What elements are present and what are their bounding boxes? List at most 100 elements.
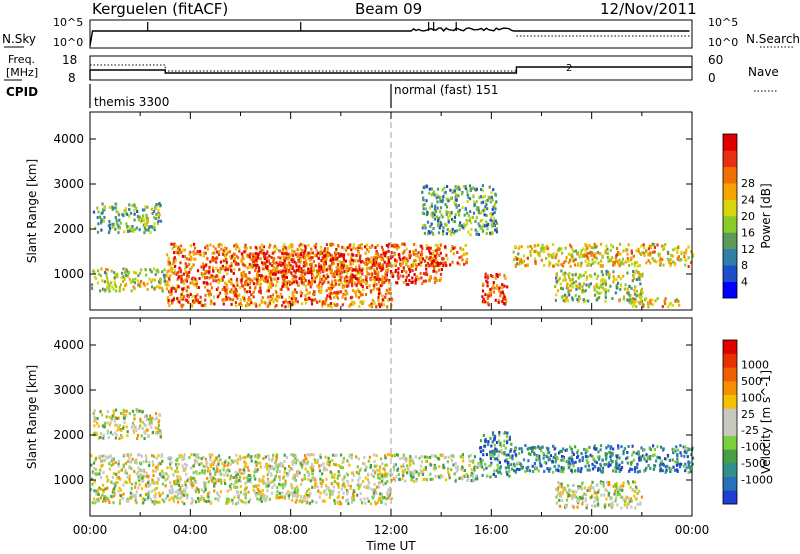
echo-cell: [410, 471, 413, 475]
echo-cell: [267, 260, 270, 264]
echo-cell: [168, 261, 172, 265]
echo-cell: [284, 482, 287, 486]
echo-cell: [306, 496, 309, 500]
echo-cell: [291, 460, 294, 464]
echo-cell: [319, 481, 322, 485]
echo-cell: [659, 263, 662, 267]
echo-cell: [497, 298, 500, 302]
echo-cell: [469, 210, 472, 214]
echo-cell: [119, 221, 122, 225]
echo-cell: [204, 276, 207, 280]
echo-cell: [498, 286, 501, 290]
echo-cell: [594, 245, 597, 249]
echo-cell: [479, 457, 482, 461]
echo-cell: [357, 487, 360, 491]
echo-cell: [549, 261, 552, 265]
echo-cell: [287, 472, 290, 475]
echo-cell: [339, 465, 342, 469]
echo-cell: [93, 270, 96, 274]
echo-cell: [334, 463, 337, 467]
echo-cell: [651, 303, 654, 307]
echo-cell: [100, 459, 103, 463]
echo-cell: [243, 460, 246, 464]
echo-cell: [608, 273, 611, 277]
echo-cell: [243, 464, 247, 468]
echo-cell: [506, 439, 509, 443]
echo-cell: [489, 274, 492, 277]
echo-cell: [483, 207, 486, 211]
echo-cell: [102, 471, 105, 475]
nsky-left-tick-top: 10^5: [53, 16, 84, 29]
echo-cell: [450, 245, 453, 249]
echo-cell: [439, 453, 442, 457]
echo-cell: [219, 490, 222, 494]
echo-cell: [481, 195, 485, 199]
echo-cell: [635, 305, 638, 309]
echo-cell: [284, 274, 287, 278]
echo-cell: [182, 248, 185, 252]
echo-cell: [399, 457, 402, 461]
echo-cell: [601, 254, 604, 258]
echo-cell: [295, 497, 298, 501]
echo-cell: [209, 292, 212, 296]
echo-cell: [385, 262, 388, 266]
echo-cell: [151, 481, 154, 485]
echo-cell: [255, 455, 258, 458]
echo-cell: [437, 219, 440, 222]
echo-cell: [631, 262, 634, 266]
echo-cell: [211, 460, 214, 464]
echo-cell: [290, 243, 293, 247]
echo-cell: [409, 455, 412, 459]
echo-cell: [205, 500, 208, 503]
echo-cell: [142, 460, 145, 464]
echo-cell: [485, 466, 488, 470]
echo-cell: [233, 294, 236, 297]
echo-cell: [115, 219, 118, 223]
echo-cell: [370, 473, 373, 477]
echo-cell: [155, 456, 158, 460]
echo-cell: [364, 468, 367, 472]
echo-cell: [425, 271, 428, 275]
echo-cell: [487, 443, 490, 446]
echo-cell: [238, 268, 241, 272]
echo-cell: [397, 271, 400, 275]
echo-cell: [585, 254, 588, 258]
echo-cell: [342, 261, 345, 265]
echo-cell: [211, 256, 214, 259]
echo-cell: [117, 225, 120, 229]
echo-cell: [282, 245, 285, 249]
echo-cell: [91, 477, 94, 481]
echo-cell: [313, 290, 316, 294]
echo-cell: [344, 293, 347, 297]
echo-cell: [151, 212, 154, 215]
echo-cell: [164, 478, 167, 482]
echo-cell: [379, 291, 382, 295]
echo-cell: [128, 412, 131, 416]
echo-cell: [149, 268, 152, 272]
echo-cell: [640, 297, 643, 301]
echo-cell: [492, 205, 495, 209]
echo-cell: [380, 499, 383, 503]
echo-cell: [520, 466, 523, 470]
echo-cell: [225, 295, 228, 299]
echo-cell: [576, 284, 579, 288]
echo-cell: [410, 459, 413, 463]
echo-cell: [197, 488, 200, 492]
echo-cell: [133, 218, 136, 222]
echo-cell: [327, 486, 330, 490]
echo-cell: [342, 253, 345, 257]
echo-cell: [391, 264, 394, 268]
echo-cell: [499, 466, 502, 470]
echo-cell: [117, 213, 121, 217]
nsky-right-tick-top: 10^5: [708, 16, 739, 29]
echo-cell: [436, 193, 439, 197]
echo-cell: [190, 483, 193, 487]
echo-cell: [302, 251, 306, 255]
echo-cell: [122, 492, 125, 496]
echo-cell: [619, 283, 622, 287]
echo-cell: [293, 295, 296, 299]
echo-cell: [276, 280, 279, 284]
echo-cell: [206, 476, 209, 480]
echo-cell: [322, 269, 325, 273]
echo-cell: [256, 456, 259, 460]
